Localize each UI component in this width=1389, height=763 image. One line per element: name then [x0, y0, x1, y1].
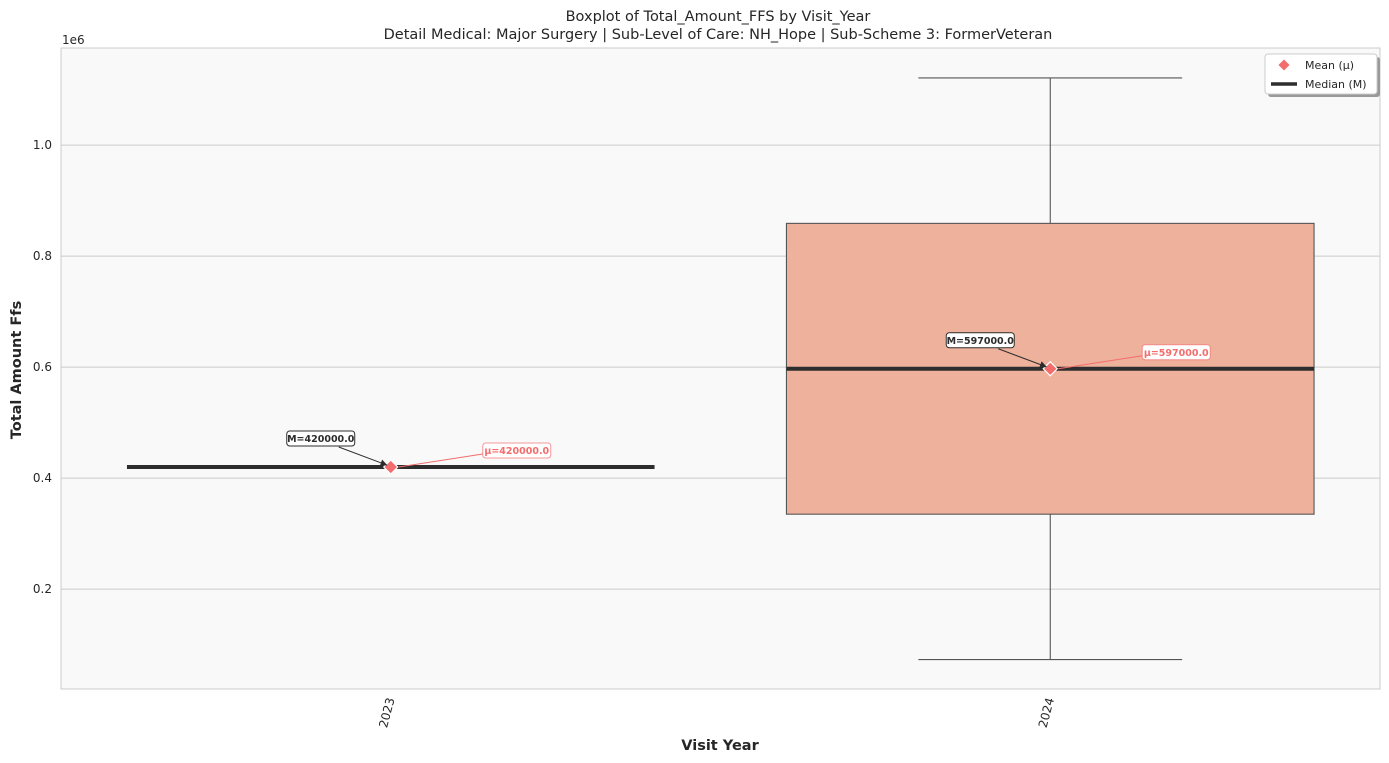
y-tick-label: 0.4 [33, 471, 52, 485]
mean-label: μ=420000.0 [484, 446, 549, 457]
mean-label: μ=597000.0 [1144, 348, 1209, 359]
y-tick-label: 0.2 [33, 582, 52, 596]
mean-label-box [1141, 344, 1211, 361]
x-tick-label-2023: 2023 [376, 696, 397, 729]
legend-entry-label: Mean (μ) [1305, 59, 1354, 72]
median-arrow [998, 348, 1047, 368]
y-tick-label: 1.0 [33, 138, 52, 152]
x-tick-label-2024: 2024 [1036, 696, 1057, 729]
mean-label-box [482, 442, 552, 459]
mean-arrow [1058, 355, 1143, 370]
legend-mean-icon [1278, 59, 1290, 71]
y-axis-label: Total Amount Ffs [9, 301, 25, 439]
median-label-box [945, 332, 1015, 349]
median-label-box [286, 430, 356, 447]
legend: Mean (μ) Median (M) [1264, 53, 1380, 97]
chart-subtitle: Detail Medical: Major Surgery | Sub-Leve… [384, 27, 1053, 43]
median-arrow [338, 446, 388, 467]
y-tick-label: 0.8 [33, 249, 52, 263]
y-tick-label: 0.6 [33, 360, 52, 374]
median-label: M=597000.0 [947, 336, 1015, 347]
legend-entry-label: Median (M) [1305, 78, 1367, 91]
median-label: M=420000.0 [287, 434, 355, 445]
annotations: M=420000.0 μ=420000.0 M=597000.0 μ=597000.0 [286, 332, 1211, 468]
chart-title: Boxplot of Total_Amount_FFS by Visit_Yea… [566, 9, 871, 25]
x-axis-label: Visit Year [681, 738, 759, 754]
y-offset-text: 1e6 [62, 33, 85, 47]
mean-arrow [398, 453, 483, 468]
